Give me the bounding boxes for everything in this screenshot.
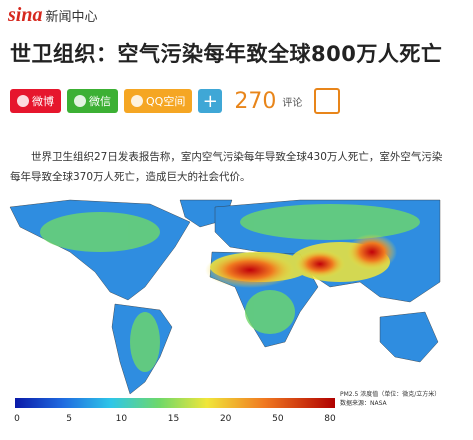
edit-icon[interactable]	[314, 88, 341, 114]
comment-count[interactable]: 270	[234, 88, 277, 114]
qzone-button[interactable]: QQ空间	[124, 89, 193, 113]
section: 新闻中心	[45, 10, 98, 25]
share-bar: 微博 微信 QQ空间 + 270 评论	[10, 88, 341, 114]
logo[interactable]: sina 新闻中心	[8, 4, 97, 27]
more-button[interactable]: +	[198, 89, 223, 113]
button-label: QQ空间	[146, 95, 186, 108]
legend-title: PM2.5 浓度值（单位：微克/立方米）	[340, 390, 440, 398]
colorbar-tick-label: 20	[220, 414, 232, 424]
wechat-button[interactable]: 微信	[67, 89, 118, 113]
colorbar-tick-label: 15	[168, 414, 179, 424]
data-source: 数据来源：NASA	[340, 399, 388, 407]
pm25-map: PM2.5 浓度值（单位：微克/立方米） 数据来源：NASA 0 5 10 15 20 5…	[5, 197, 440, 424]
button-label: 微博	[32, 95, 54, 108]
colorbar-tick-label: 50	[272, 414, 284, 424]
button-label: 微信	[89, 95, 111, 108]
brand: sina	[8, 4, 43, 26]
colorbar	[15, 398, 335, 408]
headline: 世卫组织：空气污染每年致全球800万人死亡	[10, 42, 443, 66]
comment-label[interactable]: 评论	[282, 97, 303, 109]
colorbar-tick-label: 80	[324, 414, 336, 424]
colorbar-tick-label: 0	[14, 414, 20, 424]
colorbar-tick-label: 5	[66, 414, 72, 424]
colorbar-tick-label: 10	[116, 414, 128, 424]
article-paragraph: 世界卫生组织27日发表报告称，室内空气污染每年导致全球430万人死亡，室外空气污…	[10, 151, 443, 183]
weibo-button[interactable]: 微博	[10, 89, 61, 113]
